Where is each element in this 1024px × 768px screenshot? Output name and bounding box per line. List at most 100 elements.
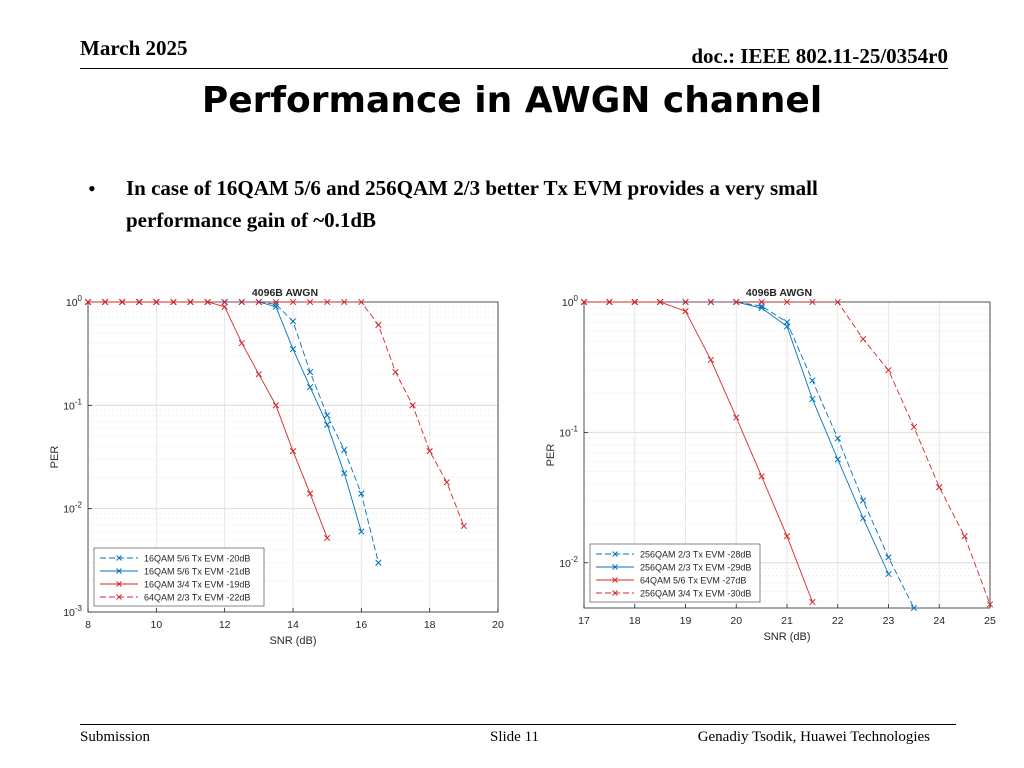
- data-point: [733, 298, 740, 306]
- data-point: [606, 298, 613, 306]
- footer-divider: [80, 724, 956, 725]
- y-tick-label: 10-3: [63, 604, 82, 619]
- x-tick-label: 12: [219, 619, 231, 631]
- data-point: [682, 298, 689, 306]
- bullet-symbol: •: [88, 176, 96, 201]
- data-point: [358, 528, 365, 535]
- x-tick-label: 22: [832, 615, 844, 627]
- data-point: [255, 298, 262, 306]
- data-point: [358, 298, 365, 306]
- data-point: [255, 371, 262, 378]
- data-point: [341, 470, 348, 477]
- data-point: [306, 368, 314, 376]
- x-tick-label: 21: [781, 615, 793, 627]
- legend: 256QAM 2/3 Tx EVM -28dB 256QAM 2/3 Tx EVM…: [589, 543, 761, 603]
- data-point: [306, 383, 314, 391]
- series-4: [84, 298, 467, 530]
- series-4: [580, 298, 994, 608]
- data-point: [306, 298, 314, 306]
- x-tick-label: 17: [578, 615, 590, 627]
- data-point: [580, 298, 588, 306]
- data-point: [783, 298, 791, 306]
- legend-label: 16QAM 3/4 Tx EVM -19dB: [144, 580, 250, 590]
- data-point: [341, 446, 348, 454]
- x-tick-label: 16: [355, 619, 367, 631]
- x-tick-label: 25: [984, 615, 996, 627]
- x-axis-label: SNR (dB): [269, 635, 316, 647]
- data-point: [859, 497, 867, 504]
- legend-marker: [116, 594, 122, 600]
- data-point: [885, 554, 892, 561]
- x-tick-label: 14: [287, 619, 299, 631]
- y-tick-label: 100: [562, 294, 579, 309]
- legend-label: 256QAM 2/3 Tx EVM -28dB: [640, 550, 751, 560]
- data-point: [324, 412, 331, 419]
- data-point: [682, 308, 689, 315]
- data-point: [707, 356, 715, 364]
- bullet-text: In case of 16QAM 5/6 and 256QAM 2/3 bett…: [126, 176, 818, 232]
- data-point: [758, 473, 765, 480]
- x-tick-label: 20: [492, 619, 504, 631]
- data-point: [289, 448, 297, 455]
- data-point: [84, 298, 92, 306]
- data-point: [986, 601, 994, 608]
- chart-title: 4096B AWGN: [746, 287, 812, 299]
- x-tick-label: 19: [680, 615, 692, 627]
- x-tick-label: 23: [883, 615, 895, 627]
- series-line: [88, 301, 465, 527]
- data-point: [392, 368, 399, 376]
- legend-marker: [612, 577, 618, 583]
- data-point: [758, 298, 765, 306]
- data-point: [306, 490, 314, 497]
- legend-marker: [612, 551, 618, 557]
- data-point: [834, 298, 841, 306]
- data-point: [238, 339, 245, 347]
- legend-label: 256QAM 2/3 Tx EVM -29dB: [640, 563, 751, 573]
- data-point: [758, 304, 765, 312]
- data-point: [119, 298, 126, 306]
- x-tick-label: 24: [933, 615, 945, 627]
- legend-label: 16QAM 5/6 Tx EVM -21dB: [144, 567, 250, 577]
- data-point: [426, 448, 433, 455]
- legend: 16QAM 5/6 Tx EVM -20dB 16QAM 5/6 Tx EVM -…: [93, 547, 265, 607]
- data-point: [358, 490, 365, 497]
- data-point: [272, 402, 280, 409]
- data-point: [885, 570, 892, 578]
- x-tick-label: 18: [629, 615, 641, 627]
- y-tick-label: 100: [66, 294, 83, 309]
- data-point: [443, 479, 450, 486]
- y-tick-label: 10-1: [63, 397, 82, 412]
- header-doc-id: doc.: IEEE 802.11-25/0354r0: [691, 44, 948, 68]
- data-point: [834, 456, 841, 463]
- data-point: [272, 298, 280, 306]
- y-tick-label: 10-2: [63, 501, 82, 516]
- data-point: [783, 323, 791, 330]
- data-point: [324, 534, 331, 542]
- legend-label: 64QAM 2/3 Tx EVM -22dB: [144, 593, 250, 603]
- data-point: [885, 367, 892, 374]
- y-axis-label: PER: [545, 444, 557, 467]
- footer-author: Genadiy Tsodik, Huawei Technologies: [697, 729, 930, 745]
- data-point: [733, 414, 740, 421]
- data-point: [221, 303, 228, 310]
- data-point: [961, 533, 968, 540]
- y-tick-label: 10-1: [559, 424, 578, 439]
- x-tick-label: 18: [424, 619, 436, 631]
- data-point: [187, 298, 194, 306]
- slide-title: Performance in AWGN channel: [201, 80, 823, 121]
- data-point: [289, 318, 297, 325]
- header-date: March 2025: [80, 36, 188, 60]
- legend-marker: [612, 590, 618, 596]
- data-point: [809, 298, 816, 306]
- data-point: [341, 298, 348, 306]
- data-point: [101, 298, 109, 306]
- data-point: [289, 345, 297, 353]
- per-chart-right: 17 18 19 20 21 22 23 24 25 100 10-1 10-2 4096B AWGN S…: [545, 287, 996, 643]
- y-tick-label: 10-2: [559, 555, 578, 570]
- footer-slide-number: Slide 11: [490, 729, 540, 745]
- data-point: [375, 321, 382, 329]
- data-point: [809, 377, 816, 384]
- data-point: [289, 298, 297, 306]
- data-point: [707, 298, 715, 306]
- data-point: [136, 298, 143, 306]
